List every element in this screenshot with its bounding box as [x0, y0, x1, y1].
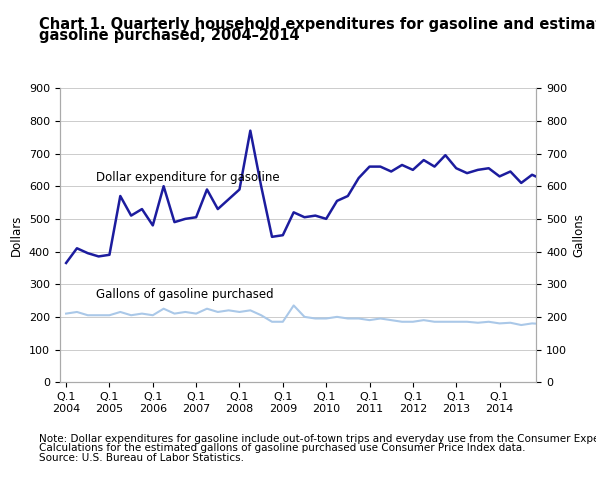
Text: Chart 1. Quarterly household expenditures for gasoline and estimated gallons of: Chart 1. Quarterly household expenditure…	[39, 17, 596, 32]
Y-axis label: Gallons: Gallons	[573, 213, 586, 257]
Text: gasoline purchased, 2004–2014: gasoline purchased, 2004–2014	[39, 28, 299, 43]
Text: Note: Dollar expenditures for gasoline include out-of-town trips and everyday us: Note: Dollar expenditures for gasoline i…	[39, 434, 596, 443]
Text: Source: U.S. Bureau of Labor Statistics.: Source: U.S. Bureau of Labor Statistics.	[39, 453, 244, 463]
Text: Calculations for the estimated gallons of gasoline purchased use Consumer Price : Calculations for the estimated gallons o…	[39, 443, 525, 453]
Text: Dollar expenditure for gasoline: Dollar expenditure for gasoline	[97, 172, 280, 184]
Y-axis label: Dollars: Dollars	[10, 215, 23, 256]
Text: Gallons of gasoline purchased: Gallons of gasoline purchased	[97, 288, 274, 301]
